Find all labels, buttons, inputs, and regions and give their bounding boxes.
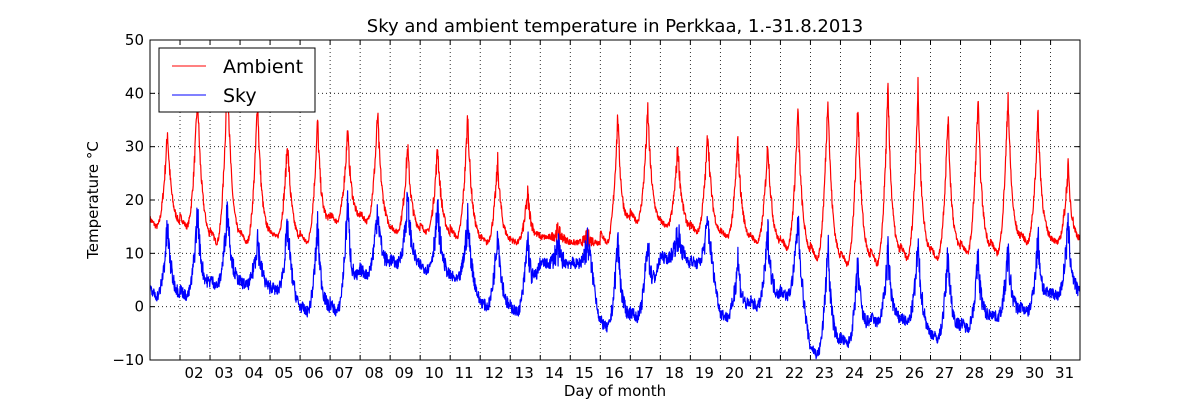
x-tick-label: 05 — [275, 364, 294, 382]
y-tick-label: 0 — [134, 298, 144, 316]
x-tick-label: 24 — [845, 364, 864, 382]
x-tick-label: 16 — [605, 364, 624, 382]
x-tick-label: 07 — [335, 364, 354, 382]
series-layer — [150, 67, 1080, 360]
x-axis-label: Day of month — [564, 382, 666, 400]
x-tick-label: 03 — [214, 364, 233, 382]
x-tick-label: 22 — [785, 364, 804, 382]
x-tick-label: 06 — [305, 364, 324, 382]
chart-title: Sky and ambient temperature in Perkkaa, … — [367, 16, 863, 37]
x-tick-label: 30 — [1025, 364, 1044, 382]
x-tick-label: 14 — [545, 364, 564, 382]
x-tick-label: 08 — [365, 364, 384, 382]
x-tick-label: 26 — [905, 364, 924, 382]
y-tick-label: 20 — [125, 191, 144, 209]
x-tick-label: 25 — [875, 364, 894, 382]
x-tick-label: 27 — [935, 364, 954, 382]
series-line-sky — [150, 190, 1080, 360]
x-tick-label: 21 — [755, 364, 774, 382]
legend-box — [158, 47, 316, 113]
grid — [150, 40, 1080, 360]
x-tick-label: 13 — [515, 364, 534, 382]
x-tick-label: 18 — [665, 364, 684, 382]
x-tick-label: 09 — [395, 364, 414, 382]
legend: Ambient Sky — [158, 47, 316, 113]
x-tick-label: 10 — [425, 364, 444, 382]
x-tick-label: 04 — [245, 364, 264, 382]
x-tick-label: 12 — [485, 364, 504, 382]
x-tick-label: 31 — [1055, 364, 1074, 382]
x-tick-label: 19 — [695, 364, 714, 382]
x-tick-label: 11 — [455, 364, 474, 382]
y-tick-label: 10 — [125, 244, 144, 262]
y-axis-label: Temperature °C — [84, 141, 102, 260]
y-tick-label: 40 — [125, 84, 144, 102]
x-tick-label: 20 — [725, 364, 744, 382]
series-line-ambient — [150, 67, 1080, 267]
y-tick-label: 30 — [125, 138, 144, 156]
legend-label-sky: Sky — [223, 85, 257, 107]
y-tick-label: −10 — [112, 351, 144, 369]
x-tick-label: 23 — [815, 364, 834, 382]
x-tick-label: 29 — [995, 364, 1014, 382]
x-tick-label: 15 — [575, 364, 594, 382]
ticks: −10 0 10 20 30 40 50 02 03 04 05 06 07 08 09 10 11 12 13 14… — [112, 31, 1080, 382]
y-tick-label: 50 — [125, 31, 144, 49]
x-tick-label: 28 — [965, 364, 984, 382]
legend-label-ambient: Ambient — [223, 56, 303, 78]
x-tick-label: 17 — [635, 364, 654, 382]
x-tick-label: 02 — [184, 364, 203, 382]
